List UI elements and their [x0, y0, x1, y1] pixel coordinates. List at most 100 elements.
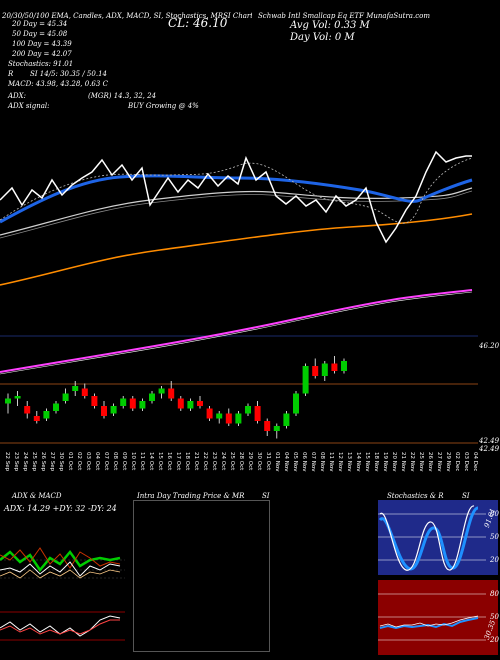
macd-label: MACD: 43.98, 43.28, 0.63 C: [8, 80, 108, 88]
ema200-line: [0, 289, 473, 373]
intra-day-panel: [133, 500, 270, 652]
rsi-level-80: 80: [490, 590, 499, 598]
date-tick: 27 Nov: [436, 452, 442, 472]
date-tick: 12 Nov: [337, 452, 343, 472]
intra-panel-title: Intra Day Trading Price & MR: [137, 492, 245, 500]
rsi-level-20: 20: [490, 636, 499, 644]
date-tick: 25 Nov: [418, 452, 424, 472]
date-tick: 05 Nov: [292, 452, 298, 472]
candle-body: [5, 398, 11, 404]
adx-panel: [0, 500, 125, 655]
candle-body: [81, 388, 88, 396]
macd-line: [0, 615, 121, 637]
candle-body: [91, 396, 98, 406]
date-tick: 16 Oct: [166, 452, 172, 471]
adx-panel-title: ADX & MACD: [12, 492, 62, 500]
date-tick: 24 Sep: [22, 452, 28, 472]
candle-body: [72, 386, 79, 391]
close-price: CL: 46.10: [168, 16, 228, 30]
date-tick: 15 Nov: [364, 452, 370, 472]
price-label-bottom-b: 42.49: [479, 445, 500, 453]
date-tick: 28 Oct: [238, 452, 244, 471]
candle-body: [254, 406, 261, 421]
date-tick: 19 Nov: [382, 452, 388, 472]
date-tick: 03 Dec: [463, 452, 469, 471]
date-tick: 22 Oct: [202, 452, 208, 471]
top-bar: 20/30/50/100 EMA, Candles, ADX, MACD, SI…: [2, 12, 252, 20]
candle-body: [312, 366, 319, 376]
date-tick: 06 Nov: [301, 452, 307, 472]
date-tick: 01 Nov: [274, 452, 280, 472]
date-tick: 22 Nov: [409, 452, 415, 472]
day-vol: Day Vol: 0 M: [290, 32, 355, 43]
ema100-label: 100 Day = 43.39: [12, 40, 72, 48]
candle-body: [14, 396, 21, 399]
candle-body: [197, 401, 203, 406]
date-tick: 31 Oct: [265, 452, 271, 471]
title-line: Schwab Intl Smallcap Eq ETF MunafaSutra.…: [258, 12, 430, 20]
candle-body: [110, 406, 117, 414]
candle-body: [129, 398, 136, 409]
date-tick: 04 Dec: [472, 452, 478, 471]
date-tick: 29 Nov: [445, 452, 451, 472]
price-label-bottom-a: 42.49: [479, 437, 500, 445]
stoch-k-line: [379, 505, 475, 571]
stoch-level-50: 50: [490, 533, 499, 541]
r-label: R: [8, 70, 14, 78]
candle-body: [321, 363, 328, 376]
candle-body: [62, 393, 69, 401]
date-tick: 17 Oct: [175, 452, 181, 471]
date-tick: 25 Oct: [229, 452, 235, 471]
candle-body: [120, 398, 127, 406]
date-tick: 08 Oct: [112, 452, 118, 471]
date-tick: 21 Oct: [193, 452, 199, 471]
date-tick: 01 Oct: [67, 452, 73, 471]
date-tick: 04 Oct: [94, 452, 100, 471]
stoch-level-20: 20: [490, 556, 499, 564]
date-tick: 13 Nov: [346, 452, 352, 472]
date-tick: 23 Sep: [13, 452, 19, 472]
date-tick: 07 Nov: [310, 452, 316, 472]
candle-body: [245, 406, 251, 414]
date-tick: 21 Nov: [400, 452, 406, 472]
candle-body: [283, 413, 290, 426]
rsi-blue-line: [379, 617, 479, 630]
rsi-svg: [378, 593, 486, 641]
candle-body: [235, 413, 242, 424]
adx-label: ADX:: [8, 92, 27, 100]
date-tick: 11 Nov: [328, 452, 334, 472]
date-tick: 27 Sep: [49, 452, 55, 472]
date-tick: 30 Sep: [58, 452, 64, 472]
date-tick: 22 Sep: [4, 452, 10, 472]
candle-body: [33, 416, 40, 421]
candle-body: [53, 403, 59, 411]
date-tick: 02 Dec: [454, 452, 460, 471]
candle-body: [101, 406, 107, 416]
buy-signal: BUY Growing @ 4%: [128, 102, 199, 110]
candle-body: [43, 411, 50, 419]
date-tick: 23 Oct: [211, 452, 217, 471]
candle-body: [139, 401, 146, 409]
date-tick: 07 Oct: [103, 452, 109, 471]
main-price-chart: 22 Sep 23 Sep 24 Sep 25 Sep 26 Sep 27 Sep 30 S…: [0, 150, 478, 472]
date-tick: 11 Oct: [139, 452, 145, 471]
close-line: [0, 150, 472, 244]
ema50-label: 50 Day = 45.08: [12, 30, 68, 38]
intra-panel-si: SI: [262, 492, 270, 500]
date-tick: 04 Nov: [283, 452, 289, 472]
date-tick: 03 Oct: [85, 452, 91, 471]
candle-body: [302, 366, 309, 394]
adx-signal-label: ADX signal:: [8, 102, 50, 110]
candle-body: [341, 361, 347, 371]
date-tick: 24 Oct: [220, 452, 226, 471]
stoch-d-line: [378, 506, 479, 571]
date-tick: 10 Oct: [130, 452, 136, 471]
candle-body: [264, 421, 271, 431]
stoch-svg: [378, 505, 486, 571]
date-tick: 18 Oct: [184, 452, 190, 471]
date-tick: 26 Sep: [40, 452, 46, 472]
adx-mrsi: (MGR) 14.3, 32, 24: [88, 92, 157, 100]
candle-body: [168, 388, 175, 399]
ema200-label: 200 Day = 42.07: [12, 50, 72, 58]
candle-body: [187, 401, 194, 409]
